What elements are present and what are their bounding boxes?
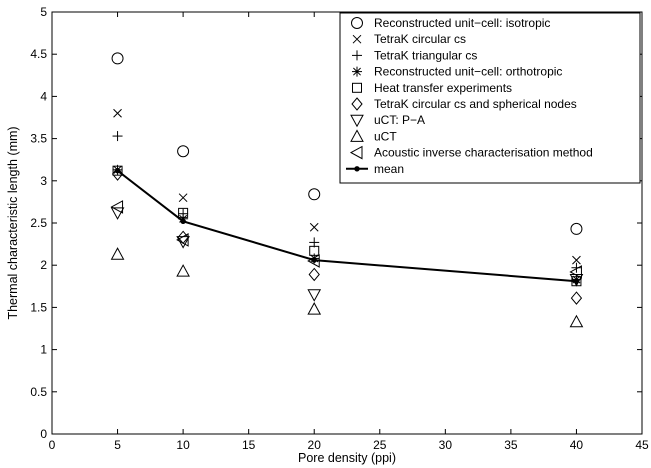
data-point — [309, 237, 320, 248]
data-point — [571, 262, 582, 273]
x-tick-label: 20 — [308, 438, 322, 452]
data-point — [113, 108, 122, 118]
y-tick-label: 1.5 — [30, 300, 47, 314]
data-point — [570, 291, 583, 305]
y-tick-label: 5 — [40, 5, 47, 19]
mean-line — [116, 169, 577, 283]
legend-marker — [350, 114, 364, 128]
legend-label: Heat transfer experiments — [374, 81, 512, 95]
y-tick-label: 4 — [40, 89, 47, 103]
legend-label: Acoustic inverse characterisation method — [374, 146, 593, 160]
y-tick-label: 3.5 — [30, 132, 47, 146]
axis-ticks: 0 5 10 15 20 25 30 35 40 45 0 0.5 1 1.5 2 2.5 3 3.5 4 4.5 5 — [30, 5, 649, 452]
x-tick-label: 15 — [242, 438, 256, 452]
legend-marker — [352, 50, 362, 61]
data-point — [110, 247, 125, 260]
x-tick-label: 0 — [49, 438, 56, 452]
data-point — [176, 233, 189, 247]
data-point — [110, 207, 125, 220]
legend-marker — [351, 17, 363, 29]
legend-marker — [352, 82, 362, 93]
data-point — [569, 314, 584, 328]
legend-label: TetraK circular cs and spherical nodes — [374, 97, 577, 111]
y-tick-label: 1 — [40, 343, 47, 357]
y-tick-label: 2.5 — [30, 216, 47, 230]
data-point — [178, 193, 188, 203]
data-point — [573, 278, 580, 284]
data-point — [177, 145, 190, 158]
y-tick-label: 4.5 — [30, 47, 47, 61]
data-point — [110, 200, 124, 214]
legend-marker — [351, 97, 363, 111]
legend: Reconstructed unit−cell: isotropic TetraK… — [339, 12, 641, 184]
legend-marker — [352, 66, 362, 77]
legend-marker — [354, 166, 360, 172]
data-point — [176, 264, 190, 277]
data-point — [112, 131, 123, 142]
x-tick-label: 45 — [635, 438, 649, 452]
legend-label: mean — [374, 162, 404, 176]
x-tick-label: 5 — [114, 438, 121, 452]
legend-label: Reconstructed unit−cell: orthotropic — [374, 65, 562, 79]
legend-label: uCT — [374, 129, 397, 143]
y-tick-label: 2 — [40, 258, 47, 272]
x-tick-label: 35 — [504, 438, 518, 452]
data-point — [308, 188, 321, 201]
data-point — [570, 222, 583, 235]
y-axis-label: Thermal characteristic length (mm) — [6, 126, 20, 319]
data-marks — [110, 52, 584, 328]
data-point — [572, 255, 581, 265]
data-point — [309, 222, 319, 232]
x-axis-label: Pore density (ppi) — [298, 451, 396, 465]
data-point — [307, 289, 322, 302]
data-point — [307, 302, 322, 315]
legend-label: TetraK triangular cs — [374, 48, 477, 62]
legend-label: Reconstructed unit−cell: isotropic — [374, 16, 550, 30]
legend-label: uCT: P−A — [374, 113, 425, 127]
legend-marker — [350, 129, 364, 142]
data-point — [178, 207, 189, 218]
y-tick-label: 3 — [40, 174, 47, 188]
data-point — [309, 245, 320, 256]
y-tick-label: 0 — [40, 427, 47, 441]
data-point — [112, 165, 123, 176]
legend-marker — [352, 34, 362, 44]
x-tick-label: 30 — [439, 438, 453, 452]
data-point — [111, 52, 124, 65]
y-tick-label: 0.5 — [30, 385, 47, 399]
legend-label: TetraK circular cs — [374, 32, 466, 46]
legend-box — [339, 12, 641, 184]
legend-marker — [349, 145, 363, 160]
data-point — [569, 265, 582, 279]
data-point — [180, 218, 186, 225]
x-tick-label: 10 — [176, 438, 190, 452]
data-point — [311, 257, 317, 263]
x-tick-label: 40 — [570, 438, 584, 452]
data-point — [114, 167, 121, 174]
data-point — [308, 267, 320, 282]
x-tick-label: 25 — [373, 438, 387, 452]
